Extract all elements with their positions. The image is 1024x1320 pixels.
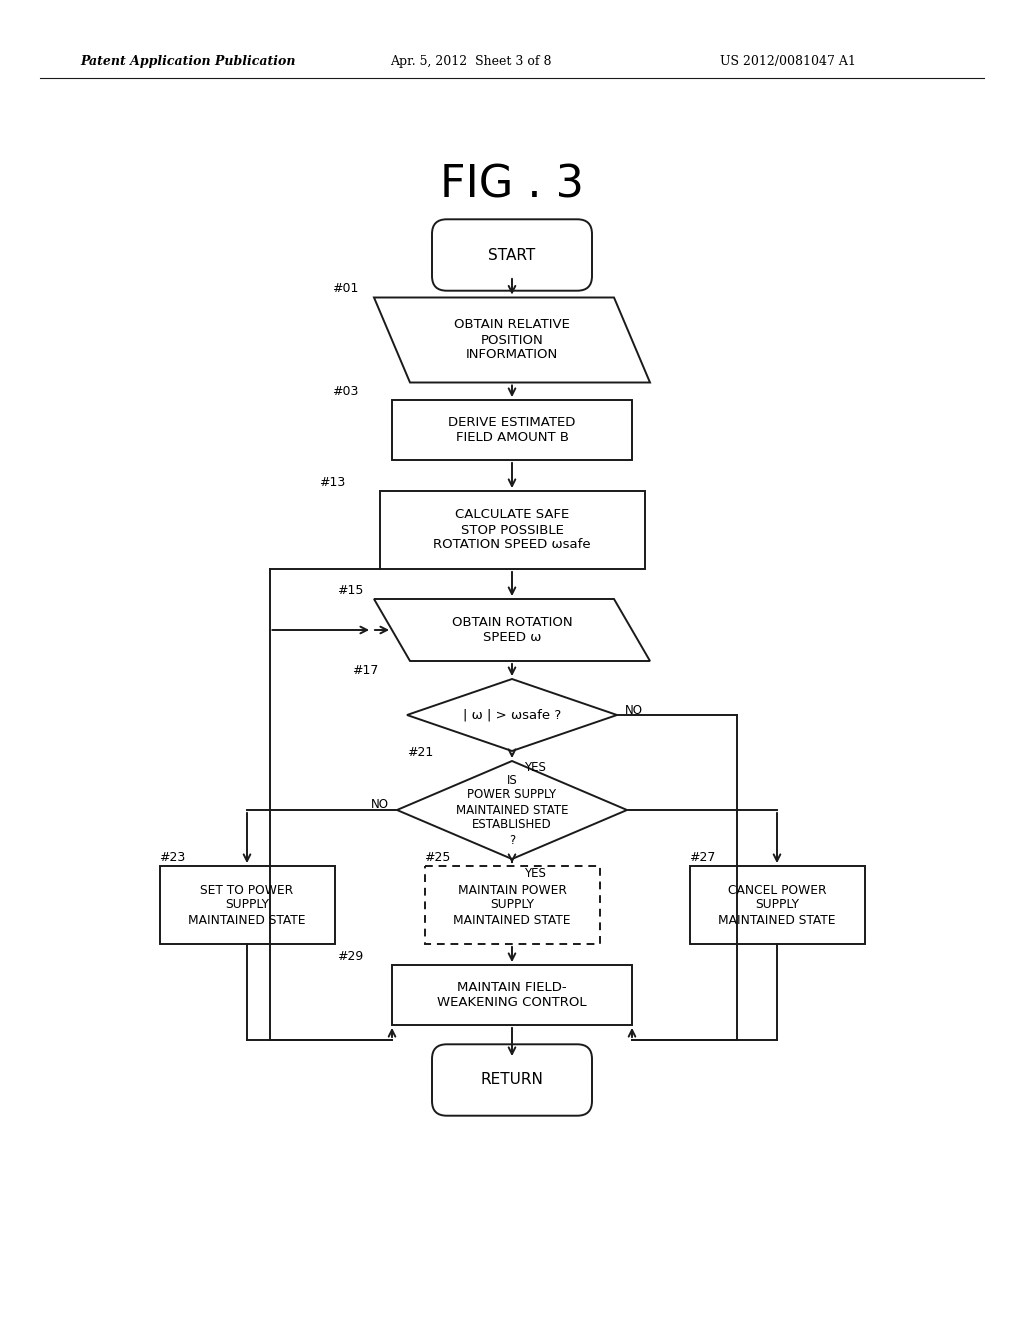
Text: #27: #27 (689, 851, 716, 865)
Bar (689, 866, 864, 944)
Text: SET TO POWER
SUPPLY
MAINTAINED STATE: SET TO POWER SUPPLY MAINTAINED STATE (188, 883, 306, 927)
Text: #03: #03 (332, 385, 358, 399)
Text: #15: #15 (337, 583, 364, 597)
Bar (392, 965, 632, 1026)
Text: IS
POWER SUPPLY
MAINTAINED STATE
ESTABLISHED
?: IS POWER SUPPLY MAINTAINED STATE ESTABLI… (456, 774, 568, 846)
Text: | ω | > ωsafe ?: | ω | > ωsafe ? (463, 709, 561, 722)
Text: #23: #23 (160, 851, 185, 865)
Text: US 2012/0081047 A1: US 2012/0081047 A1 (720, 55, 856, 69)
Text: OBTAIN RELATIVE
POSITION
INFORMATION: OBTAIN RELATIVE POSITION INFORMATION (454, 318, 570, 362)
FancyBboxPatch shape (432, 1044, 592, 1115)
Polygon shape (374, 599, 650, 661)
Text: RETURN: RETURN (480, 1072, 544, 1088)
Text: #17: #17 (352, 664, 379, 677)
Text: #13: #13 (319, 477, 346, 488)
FancyBboxPatch shape (432, 219, 592, 290)
Text: #01: #01 (332, 282, 358, 296)
Text: #29: #29 (337, 950, 364, 964)
Polygon shape (397, 762, 627, 859)
Text: START: START (488, 248, 536, 263)
Text: OBTAIN ROTATION
SPEED ω: OBTAIN ROTATION SPEED ω (452, 616, 572, 644)
Text: YES: YES (524, 867, 546, 880)
Polygon shape (407, 678, 617, 751)
Bar (380, 491, 644, 569)
Bar (425, 866, 599, 944)
Text: NO: NO (625, 704, 643, 717)
Polygon shape (374, 297, 650, 383)
Text: Apr. 5, 2012  Sheet 3 of 8: Apr. 5, 2012 Sheet 3 of 8 (390, 55, 552, 69)
Text: CALCULATE SAFE
STOP POSSIBLE
ROTATION SPEED ωsafe: CALCULATE SAFE STOP POSSIBLE ROTATION SP… (433, 508, 591, 552)
Text: DERIVE ESTIMATED
FIELD AMOUNT B: DERIVE ESTIMATED FIELD AMOUNT B (449, 416, 575, 444)
Text: #21: #21 (407, 746, 433, 759)
Bar (160, 866, 335, 944)
Text: CANCEL POWER
SUPPLY
MAINTAINED STATE: CANCEL POWER SUPPLY MAINTAINED STATE (718, 883, 836, 927)
Text: #25: #25 (425, 851, 451, 865)
Bar (392, 400, 632, 459)
Text: NO: NO (371, 799, 389, 812)
Text: FIG . 3: FIG . 3 (440, 164, 584, 206)
Text: Patent Application Publication: Patent Application Publication (80, 55, 296, 69)
Text: YES: YES (524, 762, 546, 774)
Text: MAINTAIN POWER
SUPPLY
MAINTAINED STATE: MAINTAIN POWER SUPPLY MAINTAINED STATE (454, 883, 570, 927)
Text: MAINTAIN FIELD-
WEAKENING CONTROL: MAINTAIN FIELD- WEAKENING CONTROL (437, 981, 587, 1008)
